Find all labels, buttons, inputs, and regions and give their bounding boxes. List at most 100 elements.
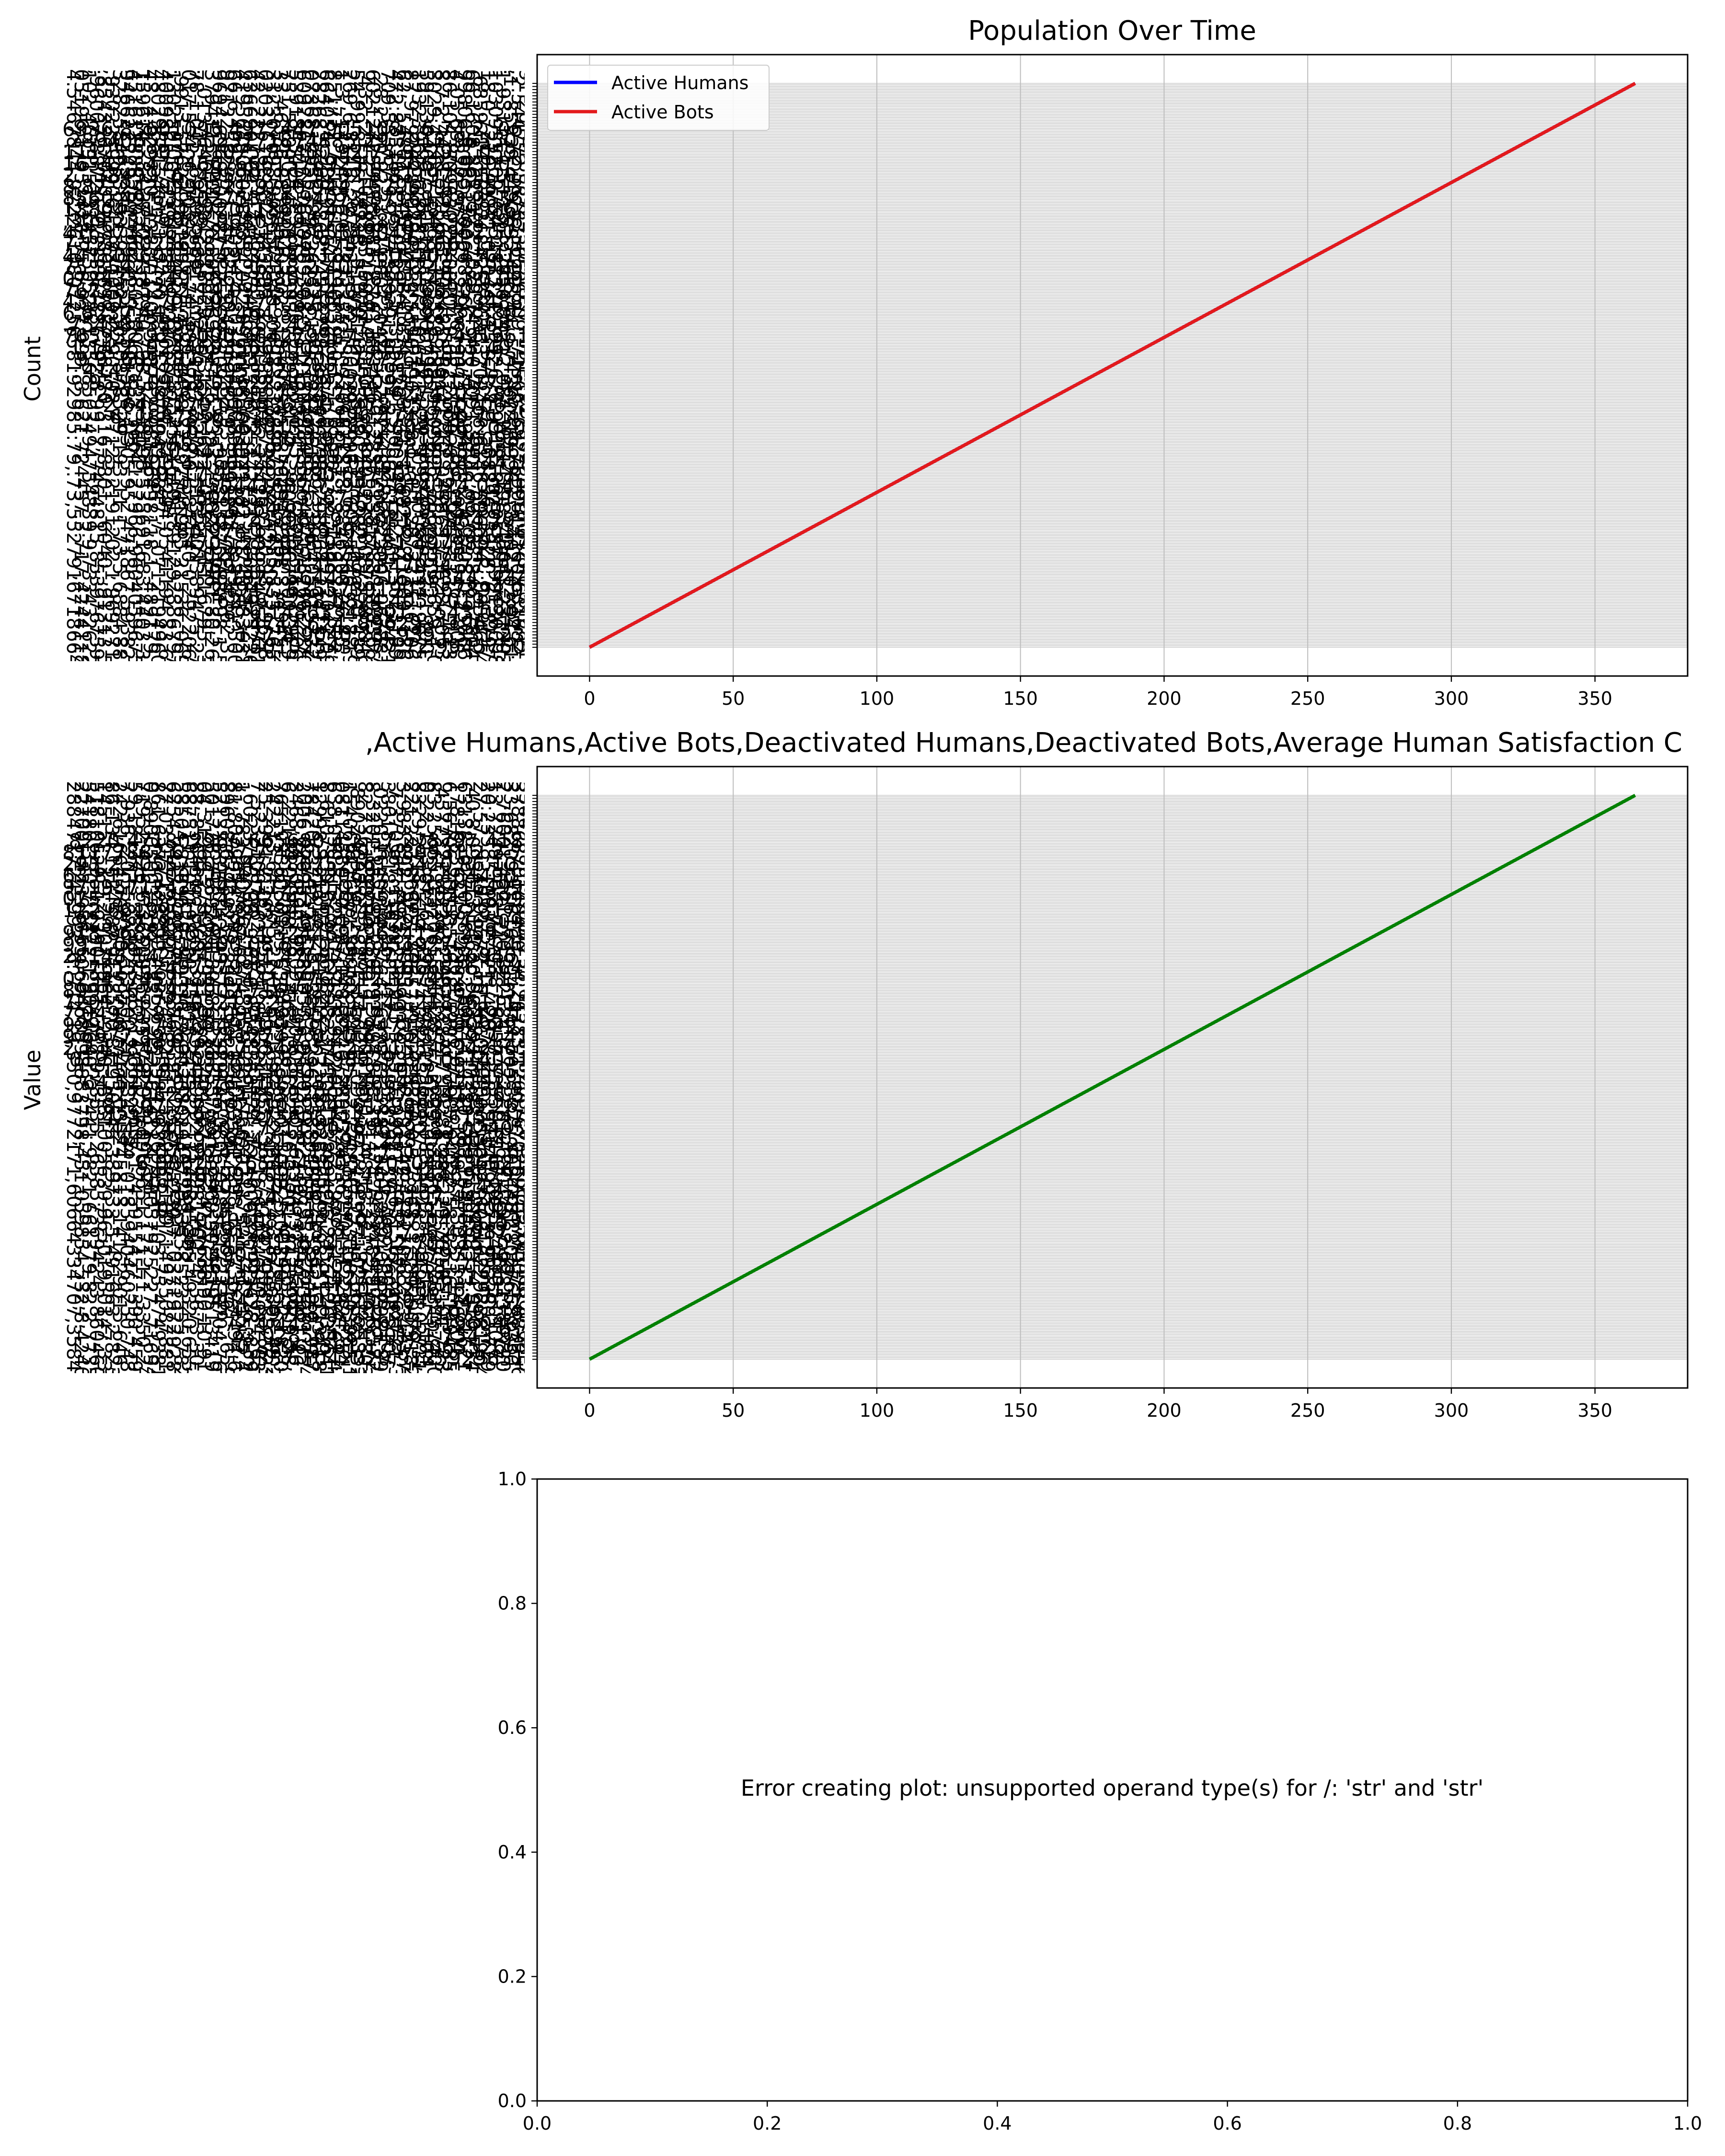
x-tick-label: 350 [1577,1400,1612,1421]
clutter-label: 6366904.64,5,4468673466489,7767351427215… [239,69,261,947]
clutter-label: 6,22144.04868.39,7,4184156,6325.26.33701… [277,781,299,1665]
clutter-label: 687511.101198780,45615.343582,.113463453… [177,781,199,1592]
clutter-label: 38018.8182392960,512,,.5.6335,829413,6.7… [377,781,399,1592]
clutter-label: 59,1812753.38,1923112,14.601..3607.17459… [124,781,146,1598]
x-tick-label: 0 [584,688,595,709]
x-tick-label: 200 [1147,688,1182,709]
clutter-label: 312307098.9936574048.,069832188807,.5257… [262,69,284,855]
clutter-label: 28268.524451808,24556738,,39,86937866298… [308,69,330,861]
clutter-label: 80.976.15592910574.68345370369672737.,69 [176,520,656,543]
clutter-label: 7,523210076623,27.1,6485341439,.,7716.64… [246,781,268,1592]
clutter-label: .,925,57198.93597322,6681.,58296.8746509… [62,910,536,933]
x-tick-label: 250 [1290,1400,1325,1421]
y-tick-label: 0.4 [498,1842,527,1863]
clutter-label: 130250.0075381284409,,8705787525516191.8… [162,69,184,935]
clutter-label: 33.6820930,6165604..944,705.3875,4094461… [499,781,521,1653]
clutter-label: 751.51900.54526,8.95958.3,49793152..,340… [277,69,299,910]
clutter-label: 75,3542538.030136,18.2.407.,384248,25980… [62,255,575,279]
clutter-label: 102.46191573145750526.13568503494754839.… [78,69,100,935]
clutter-label: 765932,9267000,964279967.93..13074919618… [62,324,594,348]
y-axis-label: Value [20,1050,46,1110]
clutter-label: ,309.23,39989,96807695,732889811.988396,… [62,209,542,233]
clutter-label: 561872.564458,516,26344,,4441.0,,520,55,… [203,566,722,589]
clutter-label: 634,150441687.7,.97,5,614024.03416196569… [150,474,675,497]
clutter-label: 14515,,.,1,9.2.9071964,.,.340,..5,810056… [93,781,115,1616]
clutter-label: 7.049..3.8.430,.09046155790.7735838849,.… [62,1002,575,1025]
clutter-label: 76288..5362.14.03.852624,0844726690,8323… [62,278,581,302]
clutter-label: 501726.71892601895865.78855753,152969,90… [200,781,222,1616]
clutter-label: 6254.7427,7.6577155286,939212357585230.7… [162,781,184,1610]
clutter-label: 05196.17952428,95,8,927,999.,8.621.72445… [70,69,92,855]
clutter-label: 07368129563897262525.19987844,6518343346… [300,69,322,917]
x-tick-label: 0.4 [983,2113,1012,2134]
clutter-label: 42,,222735.914,762590,6.6218219,42.24419… [246,69,268,849]
clutter-label: 709,5557,7,9.9377.390391,06.,94.2.229626… [377,69,399,892]
clutter-label: 8.7.2.4428,,326665.5084858,69141740,.045… [430,69,452,940]
x-tick-label: 150 [1003,688,1038,709]
clutter-label: 87,9797648904941084.5590.1903338.1...1.1… [400,69,422,886]
clutter-label: 6.8237,4435370.464,35993355.73,92,373804 [62,301,529,325]
clutter-label: .0220.1640914487641.63787335382134062694… [369,781,391,1598]
clutter-label: 971957174288412112930,03973,748416499,,,… [62,875,575,899]
clutter-label: .289406515,5023771874885,29,7912.96550,5… [62,129,587,152]
clutter-label: .1,.85939,4493695.448,44..5743622199963.… [499,69,521,940]
clutter-label: 023457457586,6,44117769812.337462.311,97 [62,967,542,991]
clutter-label: 78,1,015.,69193.68917212791487.22772.513… [185,69,207,874]
clutter-label: 227005.12395655069468998883798,451.05985… [70,781,92,1610]
clutter-label: 5391843494.4.5718,7.88649,438080.4538572… [285,69,307,910]
clutter-label: 64,5271,00076,910,28514.46646.5921918.,9… [82,1071,601,1094]
y-tick-label: 0.6 [498,1717,527,1738]
clutter-label: 154069416671.59910.,345,9,55.2.774816517… [338,781,360,1677]
x-tick-label: 50 [722,688,745,709]
chart-title: Population Over Time [968,15,1256,46]
clutter-label: 88,.856431,,,1.60533162392449992,5139811… [185,781,207,1610]
clutter-label: 300,4,16022677083.066,.4.8924244181.9,,,… [136,451,661,474]
clutter-label: ,81207,7.7.3622101994,.6189889,395.26.78… [96,1094,640,1117]
y-ticks [532,795,537,1360]
clutter-label: ,267180,6816011438218,,7,288357830975,.3… [190,1255,727,1278]
clutter-label: .,6023703,.06,,9.61,0.8,548568174.,12,46… [239,781,261,1604]
clutter-label: 664054.,986,965647559,36522371,0.988332.… [315,69,337,892]
clutter-label: 745,589997,092,81,9,4638344698792,,3,631… [136,1163,642,1186]
population-panel: Population Over Time Count 4.5467844.922… [20,15,1689,947]
clutter-label: 25,3991.2,26314510,6,1956315633.368875.,… [254,781,276,1586]
clutter-label: 66.1608,8623173.7029,7454.0,7091.380.,.,… [461,69,483,898]
clutter-label: 27.57......49.91572,16.96606440905361236… [469,781,491,1634]
clutter-label: 9295835713684951.9.110,92947128380929.37… [62,1013,562,1037]
x-tick-label: 0.0 [523,2113,552,2134]
y-tick-label: 0.0 [498,2090,527,2111]
x-tick-label: 300 [1434,688,1469,709]
clutter-label: 12998,3.21117..261461534.22081526509694,… [308,781,330,1592]
clutter-label: 242213,64..,475,22,08.64,169289222667714… [262,781,284,1628]
clutter-label: 1,,,783.94078677.27481585661176630211752… [231,781,253,1598]
clutter-label: 414770706,.19539252605,5191566.5,.1..,73 [82,359,537,382]
clutter-label: 72.12,656470.,,6,79,505.9.43630,1561,7.,… [163,497,675,520]
clutter-label: 8329.2418,51.4.72374,342,550311075335488… [407,781,429,1598]
clutter-label: 11125.5903521075.87400.92,75,9229,3,059.… [62,140,555,164]
clutter-label: 8991,.675421002,716442734.356..,40624..3 [62,979,517,1002]
chart-title: ,Active Humans,Active Bots,Deactivated H… [365,727,1682,758]
clutter-label: 463334075,,0686133119,85137,49.344788826… [143,1174,706,1198]
clutter-label: 90117.953299.280,64780567,6571,87786912.… [143,462,668,486]
clutter-label: 8560,49,63.5027533.6,94073,87169,63.0536… [62,186,575,210]
clutter-label: 66,6,499,83271405,4.4,803449499089961184… [223,69,245,849]
clutter-label: 42386329833,275606717,13.799.6151479..,0… [103,1105,583,1129]
clutter-label: 81177882,631537,7,4861,889,5689931.2,2.7… [62,841,575,864]
clutter-label: ,45773718422432,907128717.19288,288229.7… [430,781,452,1671]
clutter-label: 37886870146456.34,26283,1260767026910377… [507,781,529,1683]
clutter-label: 04,31969.2789287931.99.8,3404467.8562472… [193,781,215,1659]
clutter-label: 6.,188785635383363.196,4743790,71,491479… [109,405,621,428]
clutter-label: 62655.61336301333856,.2608846,2080742932 [116,416,602,440]
clutter-label: 45161288858024622807.0068,137,5664127966… [124,69,146,880]
clutter-label: 13..50485,67,3.,6735338466335319,3074787… [156,485,668,509]
clutter-label: 01917115.4053832,.826198929393.06140311,… [69,1048,600,1071]
clutter-label: 71952,426.6.36509767.357782091.0960651.1… [131,781,153,1634]
clutter-label: 13.72497.0,8.7470387.6857.53550.81671995… [484,781,506,1634]
clutter-label: 82,73612883.9,5879,95,9900180031.48,13.2… [354,781,376,1616]
clutter-label: 1,93114.1,51336.,.2856,84212.034.1011419… [492,69,514,892]
clutter-label: 89608,67769258,894959028,36.27245425.1,0… [216,781,238,1567]
clutter-label: 08114580,20.0.97,14818540728903241367701… [331,781,353,1640]
x-tick-label: 1.0 [1673,2113,1702,2134]
x-tick-label: 200 [1147,1400,1182,1421]
